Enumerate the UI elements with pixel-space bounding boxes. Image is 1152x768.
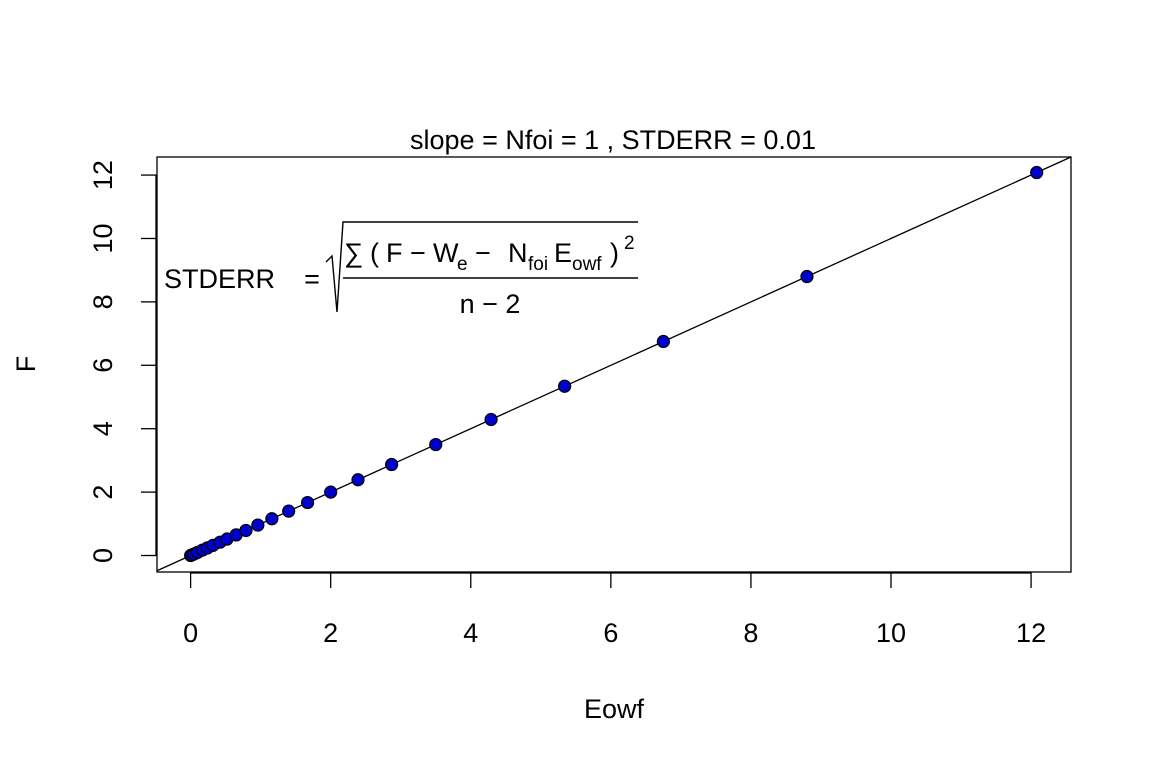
data-point bbox=[484, 412, 498, 427]
x-axis-label: Eowf bbox=[584, 694, 645, 724]
x-tick-label: 10 bbox=[876, 618, 906, 648]
y-axis-label: F bbox=[11, 356, 41, 373]
data-point bbox=[1030, 165, 1044, 180]
data-point bbox=[282, 504, 296, 518]
formula-denominator: n − 2 bbox=[460, 289, 521, 319]
y-tick-label: 12 bbox=[88, 160, 118, 190]
x-tick-label: 6 bbox=[603, 618, 618, 648]
formula-equals: = bbox=[304, 264, 320, 294]
y-tick-label: 8 bbox=[88, 294, 118, 309]
y-axis: 0 2 4 6 8 10 12 bbox=[88, 160, 157, 563]
y-tick-label: 2 bbox=[88, 485, 118, 500]
stderr-formula: STDERR = ∑ ( F − W e − N foi E owf ) 2 n… bbox=[164, 221, 638, 319]
formula-N-sub: foi bbox=[528, 254, 548, 275]
chart-title: slope = Nfoi = 1 , STDERR = 0.01 bbox=[410, 125, 816, 155]
data-point bbox=[239, 523, 253, 538]
data-point bbox=[656, 334, 670, 349]
formula-power: 2 bbox=[624, 233, 635, 254]
formula-W: W bbox=[433, 238, 459, 268]
x-tick-label: 2 bbox=[323, 618, 338, 648]
data-point bbox=[351, 473, 365, 487]
y-tick-label: 6 bbox=[88, 358, 118, 373]
formula-E-sub: owf bbox=[572, 254, 602, 275]
formula-lhs: STDERR bbox=[164, 264, 275, 294]
x-tick-label: 12 bbox=[1016, 618, 1046, 648]
formula-sqrt-sign bbox=[325, 221, 638, 313]
y-tick-label: 10 bbox=[88, 223, 118, 253]
data-point bbox=[300, 495, 315, 510]
plot-frame bbox=[156, 156, 1072, 573]
data-point bbox=[800, 269, 814, 284]
data-point bbox=[324, 485, 338, 499]
formula-W-sub: e bbox=[457, 254, 468, 275]
x-axis: 0 2 4 6 8 10 12 bbox=[183, 572, 1046, 648]
formula-F: F bbox=[386, 238, 403, 268]
formula-rparen: ) bbox=[610, 238, 619, 268]
formula-minus2: − bbox=[475, 238, 491, 268]
formula-sum: ∑ bbox=[344, 238, 363, 268]
data-point bbox=[385, 457, 399, 472]
formula-lparen: ( bbox=[370, 238, 379, 268]
formula-numerator: ∑ ( F − W e − N foi E owf ) 2 bbox=[344, 233, 635, 276]
data-point bbox=[251, 518, 265, 532]
y-tick-label: 0 bbox=[88, 548, 118, 563]
data-point bbox=[429, 437, 443, 452]
data-point bbox=[265, 512, 279, 526]
formula-N: N bbox=[508, 238, 528, 268]
points-layer bbox=[184, 165, 1044, 563]
x-tick-label: 8 bbox=[743, 618, 758, 648]
x-tick-label: 4 bbox=[463, 618, 478, 648]
formula-E: E bbox=[554, 238, 572, 268]
x-tick-label: 0 bbox=[183, 618, 198, 648]
formula-minus1: − bbox=[410, 238, 426, 268]
y-tick-label: 4 bbox=[88, 421, 118, 436]
data-point bbox=[558, 379, 572, 393]
